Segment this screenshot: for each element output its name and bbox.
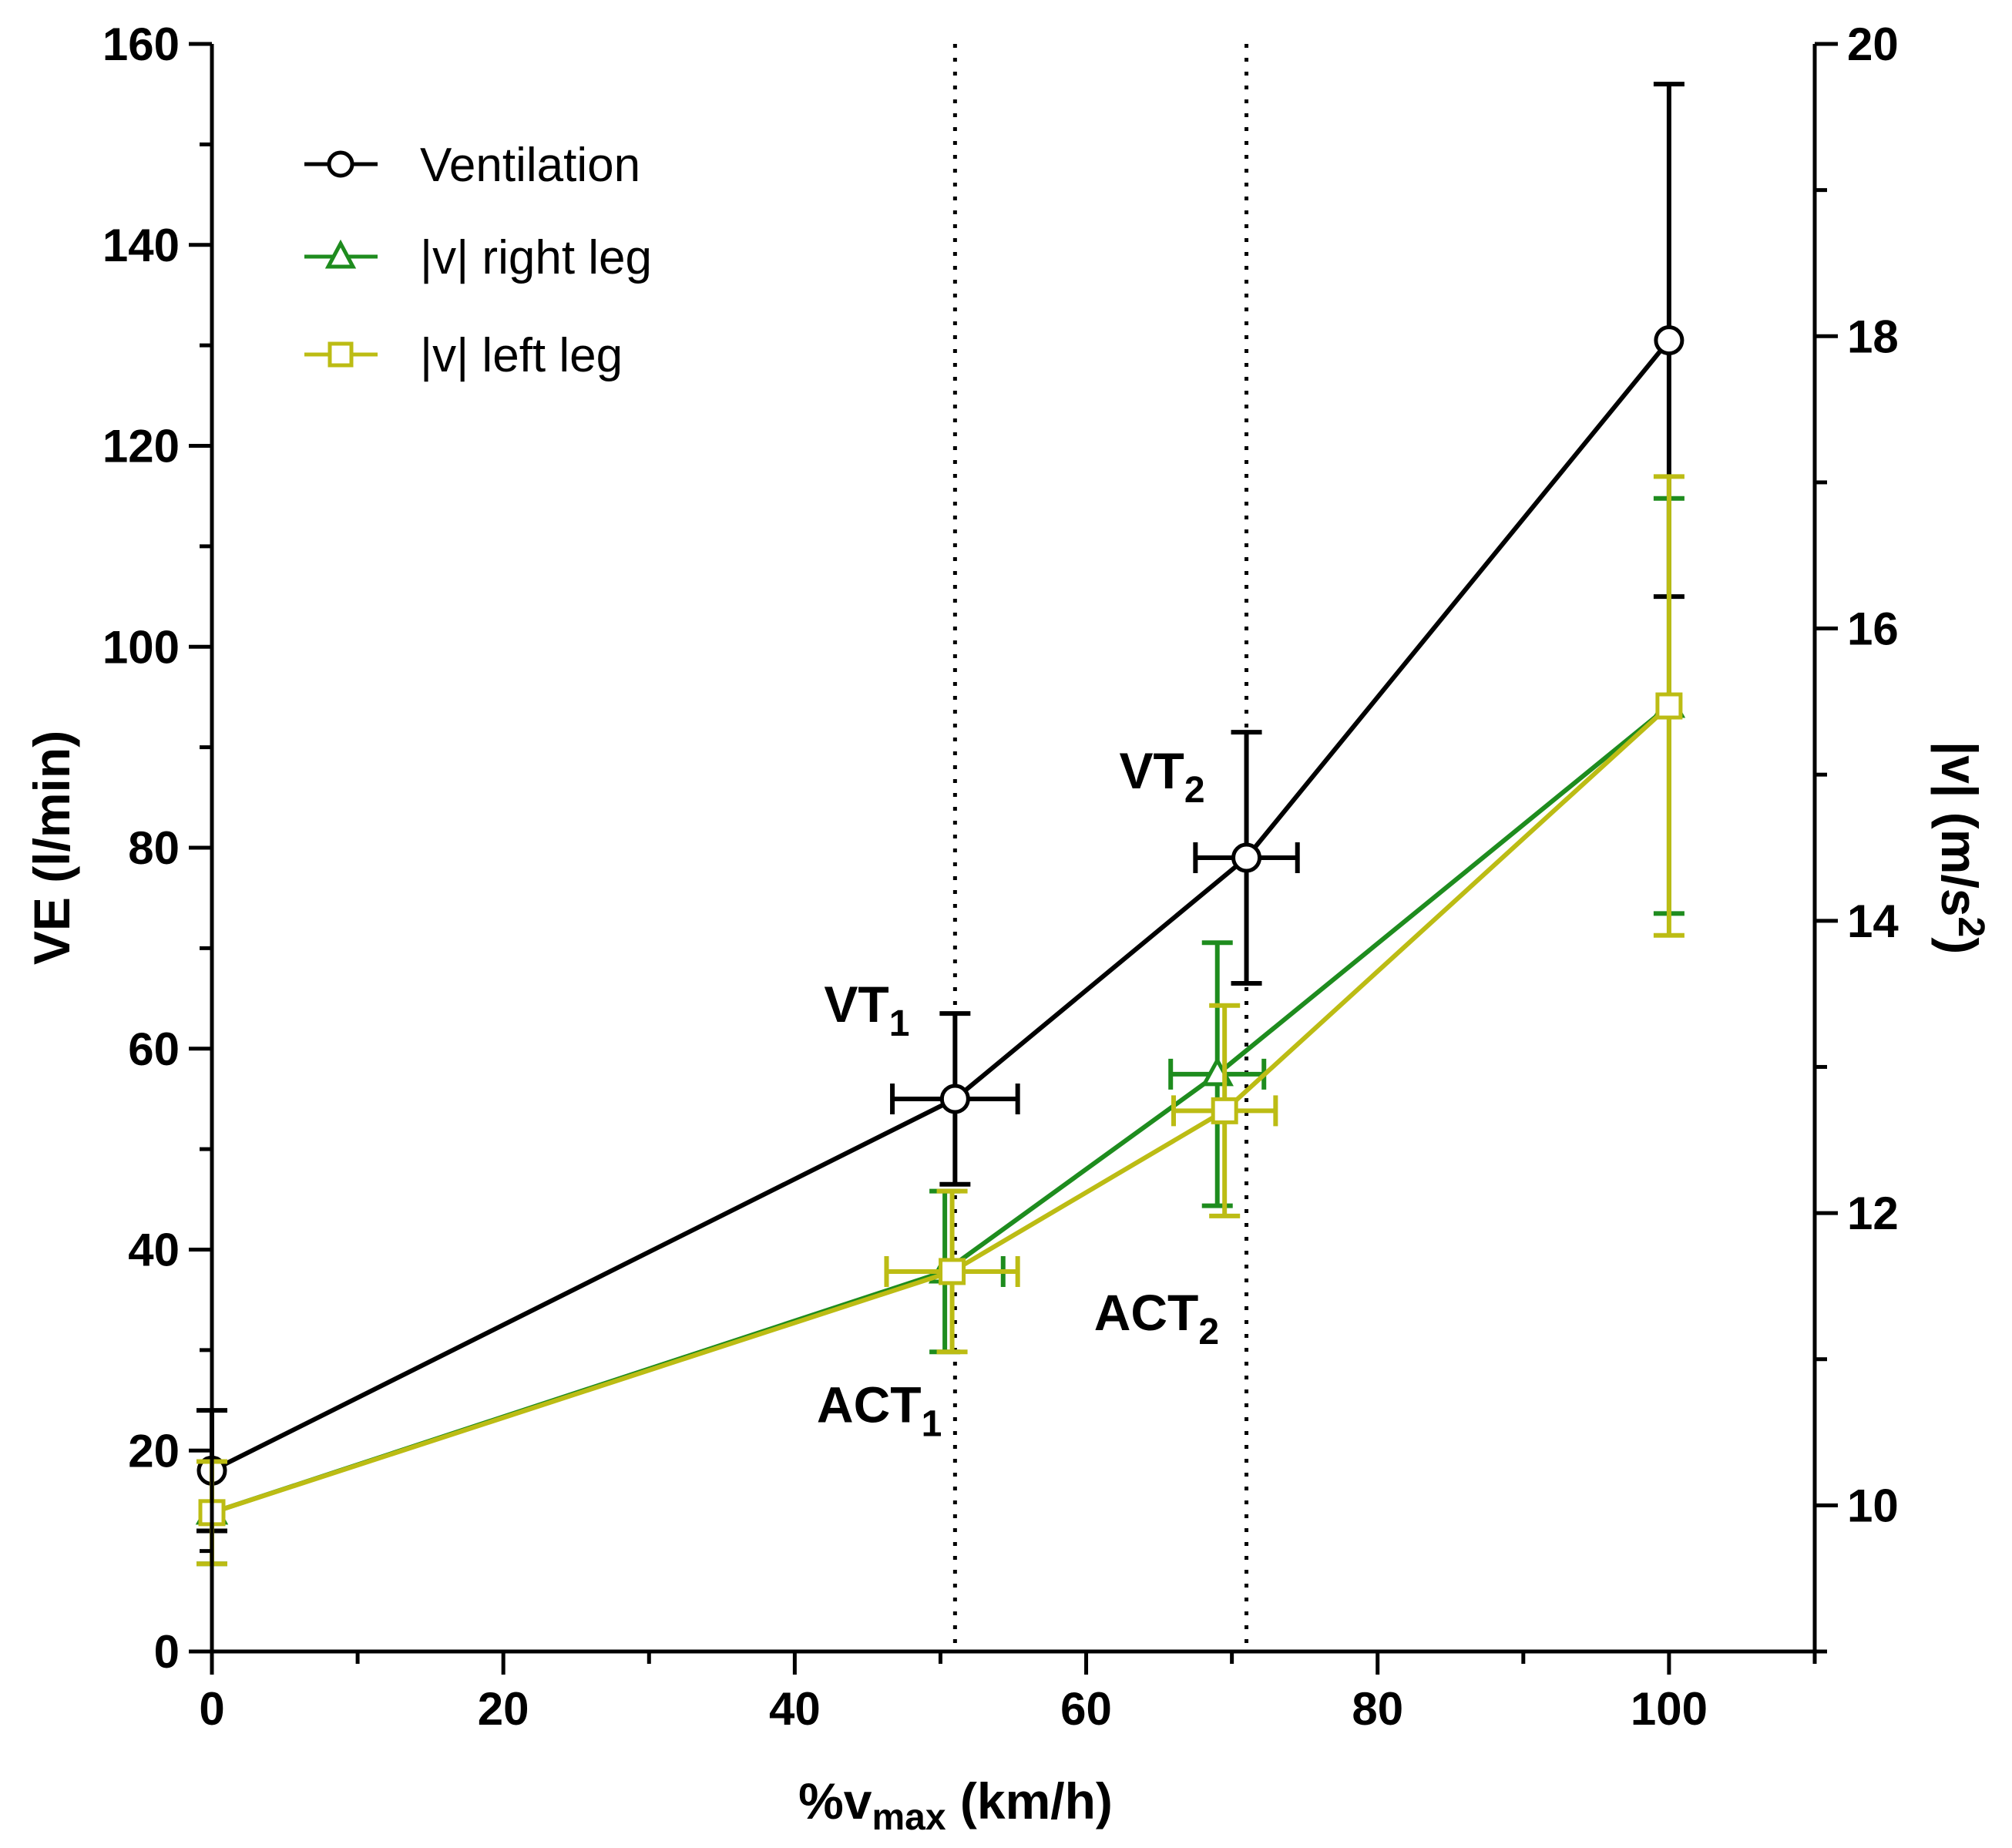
legend-item-right-leg: |v| right leg [304,231,652,284]
annotation-act2: ACT2 [1094,1284,1219,1352]
x-axis-title: %vmax (km/h) [798,1772,1113,1838]
y-right-axis-title: |v| (m/s2) [1930,741,1991,954]
series-line-ventilation [210,338,1671,1473]
annotation-sub: 1 [922,1404,942,1445]
series-ventilation [196,82,1685,1534]
legend-label-left-leg: |v| left leg [420,329,623,382]
axes [210,44,1817,1654]
annotation-main: VT [824,976,888,1033]
series-layer [195,82,1686,1567]
y-right-tick-label: 14 [1847,895,1899,947]
x-axis-title-rest: (km/h) [946,1772,1113,1830]
legend-marker-square [327,341,354,368]
annotation-main: ACT [1094,1284,1199,1341]
annotation-sub: 2 [1198,1312,1219,1352]
annotation-act1: ACT1 [817,1376,942,1445]
y-right-axis-title-main: |v| (m/s [1930,741,1988,917]
annotation-main: ACT [817,1376,922,1433]
y-left-tick-label: 40 [128,1225,180,1276]
data-point [1231,842,1262,873]
legend-marker-circle [327,150,354,178]
data-point [939,1258,966,1285]
x-tick-label: 20 [478,1683,529,1735]
data-point [1655,692,1683,720]
x-axis-title-main: %v [798,1772,872,1830]
x-tick-label: 80 [1352,1683,1403,1735]
y-left-tick-label: 0 [154,1626,180,1678]
data-point [1654,325,1685,356]
legend-label-ventilation: Ventilation [420,139,640,192]
threshold-lines [952,44,1249,1651]
annotation-main: VT [1120,742,1184,799]
x-tick-label: 40 [769,1683,821,1735]
y-right-tick-label: 18 [1847,311,1899,362]
annotation-sub: 1 [889,1003,910,1044]
x-axis-title-sub: max [872,1797,946,1838]
annotation-sub: 2 [1184,770,1205,811]
y-left-tick-label: 100 [102,621,180,673]
y-right-tick-label: 16 [1847,603,1899,655]
y-left-tick-label: 80 [128,822,180,874]
legend-item-ventilation: Ventilation [304,139,640,192]
series-line-right-leg [211,704,1671,1515]
ticks: 0 20 40 60 80 1000204060801001201401601012141… [102,18,1899,1735]
y-right-tick-label: 12 [1847,1188,1899,1239]
legend: Ventilation |v| right leg |v| left leg [304,139,652,382]
y-left-tick-label: 20 [128,1425,180,1477]
y-left-tick-label: 160 [102,18,180,70]
series-left-leg [196,474,1685,1567]
x-tick-label: 100 [1631,1683,1708,1735]
y-right-axis-title-sup: 2 [1950,917,1991,938]
y-left-axis-title: VE (l/min) [23,731,80,965]
x-tick-label: 60 [1060,1683,1112,1735]
legend-label-right-leg: |v| right leg [420,231,652,284]
y-left-tick-label: 120 [102,421,180,472]
y-left-tick-label: 140 [102,220,180,271]
series-line-left-leg [211,704,1671,1515]
y-left-tick-label: 60 [128,1023,180,1075]
annotation-vt1: VT1 [824,976,909,1044]
legend-item-left-leg: |v| left leg [304,329,623,382]
data-point [939,1084,970,1114]
annotation-vt2: VT2 [1120,742,1205,811]
y-right-axis-title-end: ) [1931,937,1988,954]
x-tick-label: 0 [199,1683,224,1735]
legend-marker-triangle [324,239,357,269]
y-right-tick-label: 20 [1847,18,1899,70]
data-point [1211,1097,1238,1124]
y-right-tick-label: 10 [1847,1480,1899,1531]
